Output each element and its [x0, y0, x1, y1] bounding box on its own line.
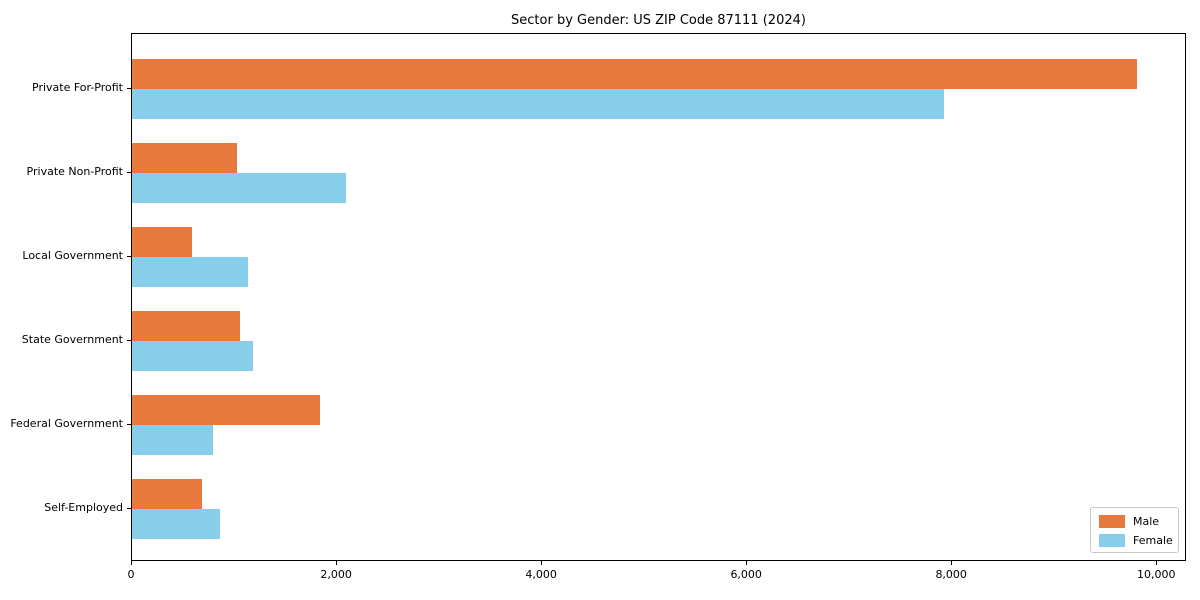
bar-female-federal-government [132, 425, 213, 455]
legend-swatch-female [1099, 534, 1125, 547]
bar-female-local-government [132, 257, 248, 287]
bar-male-federal-government [132, 395, 320, 425]
x-tick-label: 4,000 [525, 568, 557, 581]
x-tick-mark [951, 561, 953, 565]
bar-male-self-employed [132, 479, 202, 509]
legend-label: Male [1133, 515, 1160, 528]
y-axis-label: Self-Employed [44, 501, 123, 514]
y-axis-label: Local Government [22, 249, 123, 262]
x-tick-label: 2,000 [320, 568, 352, 581]
x-tick-label: 10,000 [1137, 568, 1176, 581]
legend-item-female: Female [1091, 531, 1178, 550]
x-tick-label: 6,000 [730, 568, 762, 581]
y-tick-mark [127, 424, 131, 425]
bar-female-self-employed [132, 509, 221, 539]
y-tick-mark [127, 508, 131, 509]
y-tick-mark [127, 340, 131, 341]
legend: Male Female [1090, 507, 1179, 553]
bar-male-state-government [132, 311, 240, 341]
y-axis-label: Federal Government [10, 417, 123, 430]
x-tick-mark [541, 561, 543, 565]
x-tick-label: 0 [127, 568, 135, 581]
plot-area [131, 33, 1186, 561]
legend-swatch-male [1099, 515, 1125, 528]
x-tick-mark [131, 561, 132, 565]
y-axis-label: Private For-Profit [32, 81, 123, 94]
y-tick-mark [127, 88, 131, 89]
y-axis-label: State Government [21, 333, 123, 346]
x-tick-mark [1156, 561, 1158, 565]
y-tick-mark [127, 256, 131, 257]
x-tick-mark [336, 561, 338, 565]
legend-item-male: Male [1091, 512, 1178, 531]
x-tick-label: 8,000 [935, 568, 967, 581]
x-tick-mark [746, 561, 748, 565]
bar-male-private-for-profit [132, 59, 1137, 89]
bar-female-private-for-profit [132, 89, 944, 119]
bar-male-private-non-profit [132, 143, 237, 173]
y-axis-label: Private Non-Profit [26, 165, 123, 178]
bar-female-state-government [132, 341, 253, 371]
y-tick-mark [127, 172, 131, 173]
bar-female-private-non-profit [132, 173, 347, 203]
bar-male-local-government [132, 227, 192, 257]
chart-title: Sector by Gender: US ZIP Code 87111 (202… [511, 13, 806, 28]
legend-label: Female [1133, 534, 1173, 547]
